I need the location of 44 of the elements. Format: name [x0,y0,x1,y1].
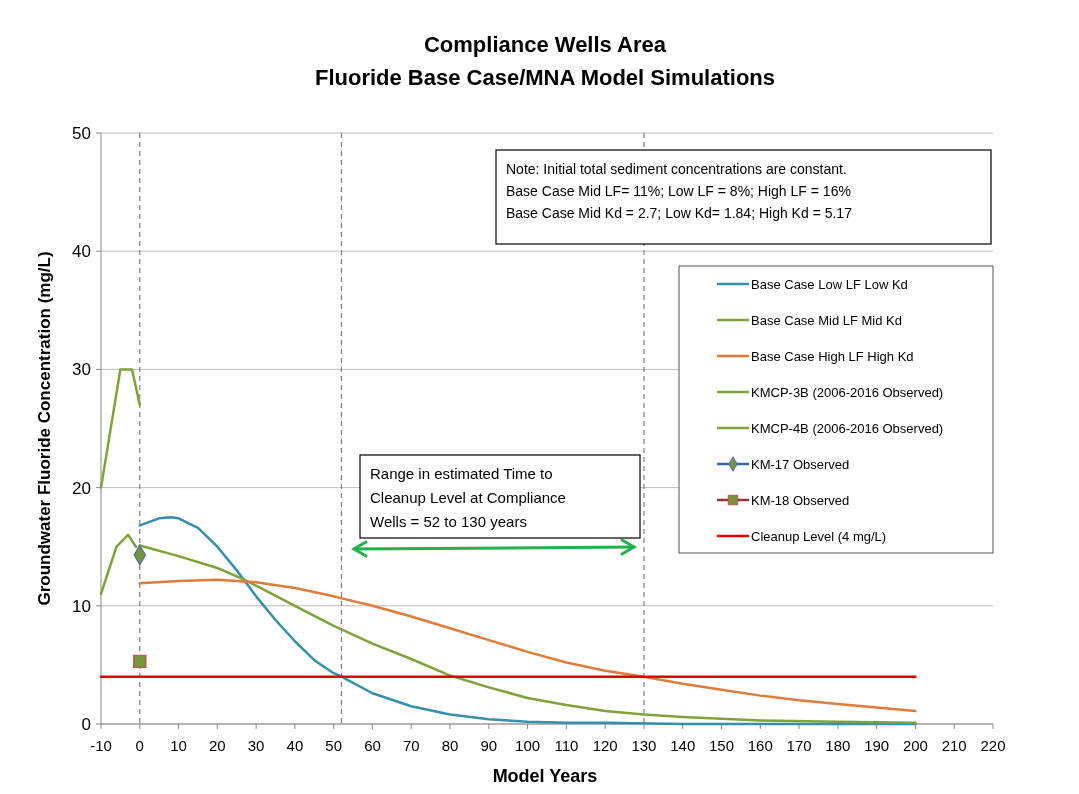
y-axis-title: Groundwater Fluoride Concentration (mg/L) [35,251,54,606]
x-tick-label: 160 [747,737,773,754]
x-tick-label: 180 [825,737,851,754]
legend-label: KMCP-3B (2006-2016 Observed) [751,385,944,400]
x-tick-label: 90 [480,737,498,754]
legend-label: KM-17 Observed [751,457,850,472]
legend-label: Base Case Mid LF Mid Kd [751,313,903,328]
x-tick-label: 100 [515,737,541,754]
x-tick-label: 170 [786,737,812,754]
y-tick-label: 0 [81,715,91,734]
annotation: Range in estimated Time to Cleanup Level at Compliance Wells = 52 to 130 years [370,465,566,530]
y-tick-label: 10 [72,596,91,616]
x-tick-label: 210 [941,737,967,754]
x-tick-label: 140 [670,737,696,754]
x-axis-title: Model Years [492,766,598,786]
annotation: Note: Initial total sediment concentrations are constant. Base Case Mid LF= 11%; Low LF = 8%; High LF = 16% Base Case Mid Kd = 2.7; Low Kd= 1.84; High Kd = 5.17 [506,161,853,221]
x-tick-label: 70 [402,737,420,754]
x-tick-label: 110 [554,737,579,754]
y-tick-label: 20 [72,478,91,498]
legend-label: Cleanup Level (4 mg/L) [751,529,887,544]
x-tick-label: 0 [135,737,144,754]
x-tick-label: 130 [631,737,657,754]
x-tick-label: 40 [286,737,304,754]
x-tick-label: 150 [709,737,735,754]
x-tick-label: 60 [364,737,381,754]
x-tick-label: 200 [902,737,928,754]
x-tick-label: 50 [325,737,343,754]
y-tick-label: 30 [72,360,91,380]
x-tick-label: 120 [592,737,618,754]
x-tick-label: 30 [247,737,265,754]
line-series [138,578,917,713]
legend-label: Base Case High LF High Kd [751,349,914,364]
legend-label: KM-18 Observed [751,493,850,508]
x-tick-label: 80 [441,737,459,754]
x-tick-label: 220 [980,737,1006,754]
y-tick-label: 40 [72,242,91,262]
legend-label: Base Case Low LF Low Kd [751,277,908,292]
y-tick-label: 50 [72,124,91,143]
x-tick-label: 10 [170,737,187,754]
chart-title: Compliance Wells Area Fluoride Base Case/MNA Model Simulations [314,32,776,90]
x-tick-label: -10 [90,737,112,754]
legend-label: KMCP-4B (2006-2016 Observed) [751,421,944,436]
x-tick-label: 20 [209,737,226,754]
x-tick-label: 190 [864,737,890,754]
